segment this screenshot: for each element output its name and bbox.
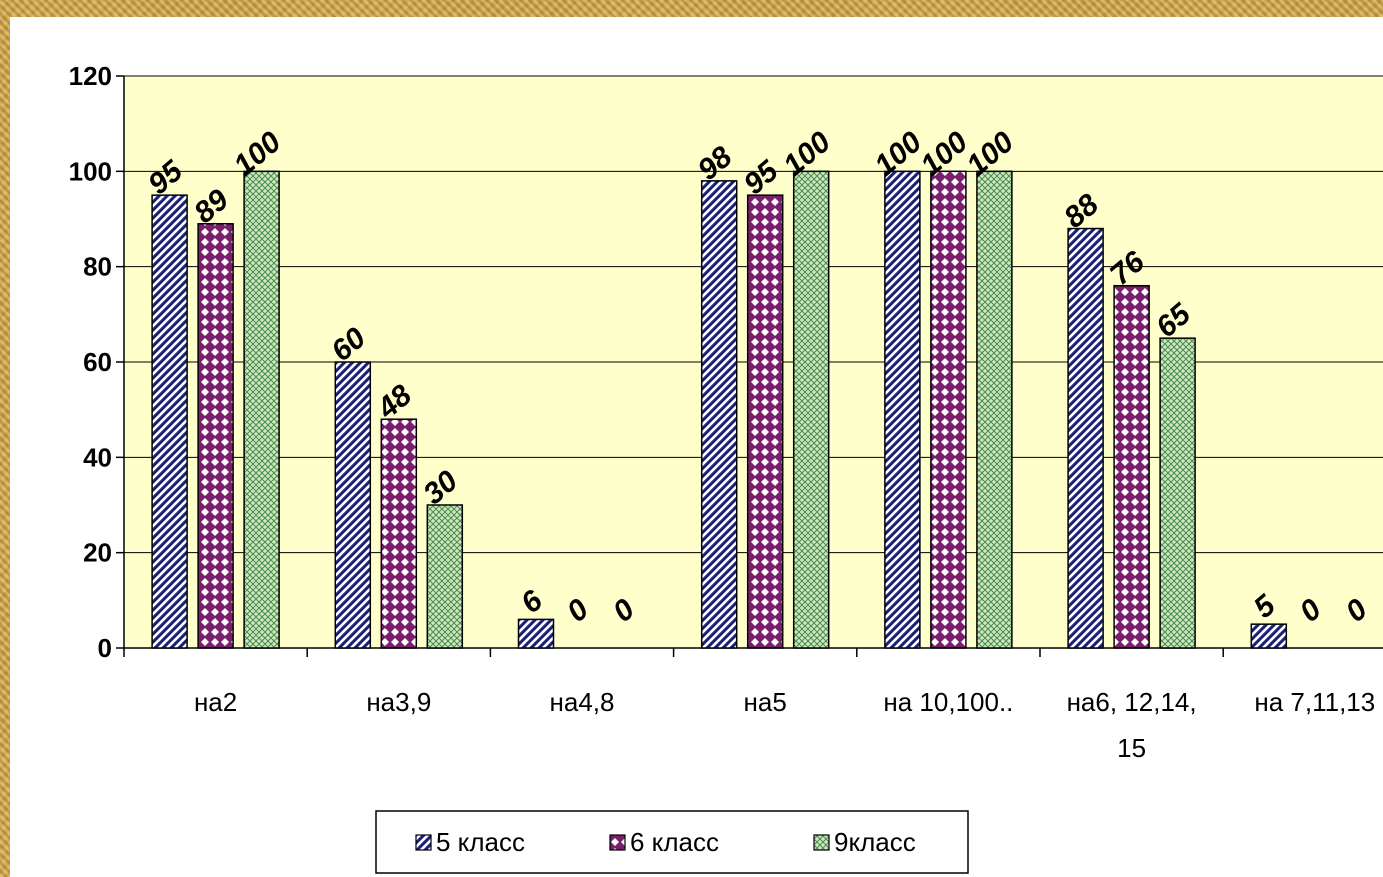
axes: 0 20 40 60 80 100 120 на2 на3,9 на4,8 на5 на 10,100…: [69, 61, 1383, 763]
x-tick-label: на 7,11,13: [1254, 687, 1375, 717]
x-tick-label: на6, 12,14,: [1067, 687, 1197, 717]
legend-swatch: [415, 834, 432, 851]
legend-entry-label: 5 класс: [436, 827, 525, 857]
bar: [151, 194, 188, 649]
bar: [380, 418, 418, 649]
bar: [1250, 623, 1288, 649]
bar-chart: 0 20 40 60 80 100 120 на2 на3,9 на4,8 на5 на 10,100…: [69, 61, 1383, 874]
bar: [930, 170, 967, 649]
y-tick-label: 80: [83, 252, 112, 282]
x-tick-label: на3,9: [366, 687, 431, 717]
legend-swatch: [813, 834, 830, 851]
legend: 5 класс 6 класс 9класс: [375, 810, 969, 874]
x-tick-label: 15: [1117, 733, 1146, 763]
x-tick-label: на 10,100..: [883, 687, 1013, 717]
x-tick-label: на4,8: [550, 687, 615, 717]
bar: [884, 170, 921, 649]
y-tick-label: 120: [69, 61, 112, 91]
y-tick-label: 100: [69, 156, 112, 186]
y-tick-label: 40: [83, 442, 112, 472]
bar: [792, 170, 830, 649]
y-tick-label: 0: [98, 633, 112, 663]
bar: [746, 194, 784, 649]
legend-swatch: [609, 834, 626, 851]
x-tick-label: на5: [744, 687, 787, 717]
legend-entry-label: 6 класс: [630, 827, 719, 857]
chart-frame: 0 20 40 60 80 100 120 на2 на3,9 на4,8 на5 на 10,100…: [10, 17, 1383, 877]
bar: [1113, 284, 1150, 649]
bars: [151, 170, 1288, 649]
bar: [1067, 227, 1104, 649]
bar: [334, 361, 372, 649]
legend-box: [375, 810, 969, 874]
bar: [700, 180, 738, 649]
bar: [197, 223, 234, 649]
bar: [517, 618, 555, 649]
bar: [1159, 337, 1196, 649]
y-tick-label: 20: [83, 538, 112, 568]
bar: [976, 170, 1013, 649]
x-tick-label: на2: [194, 687, 237, 717]
bar: [426, 504, 464, 649]
bar: [243, 170, 280, 649]
legend-entry-label: 9класс: [834, 827, 916, 857]
y-tick-label: 60: [83, 347, 112, 377]
